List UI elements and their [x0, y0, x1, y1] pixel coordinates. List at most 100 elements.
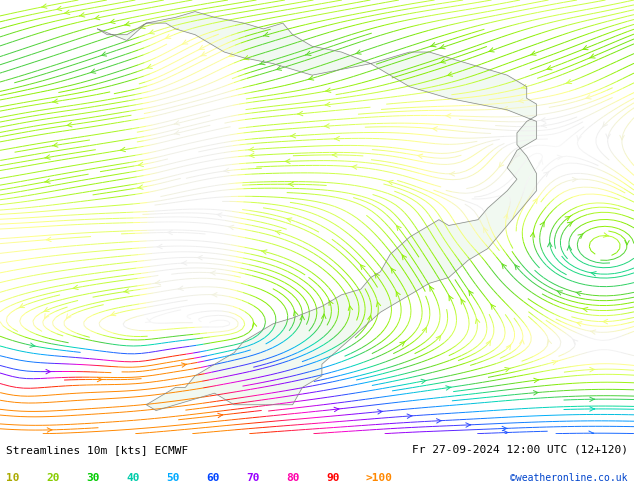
FancyArrowPatch shape	[360, 265, 365, 270]
FancyArrowPatch shape	[352, 165, 357, 169]
FancyArrowPatch shape	[348, 306, 353, 311]
FancyArrowPatch shape	[356, 50, 361, 54]
FancyArrowPatch shape	[396, 225, 401, 230]
FancyArrowPatch shape	[515, 152, 520, 157]
FancyArrowPatch shape	[499, 162, 503, 167]
FancyArrowPatch shape	[378, 410, 383, 414]
FancyArrowPatch shape	[288, 182, 294, 187]
Text: >100: >100	[366, 472, 393, 483]
FancyArrowPatch shape	[402, 255, 406, 260]
FancyArrowPatch shape	[407, 414, 412, 418]
FancyArrowPatch shape	[505, 368, 510, 372]
FancyArrowPatch shape	[534, 378, 539, 383]
FancyArrowPatch shape	[217, 213, 222, 217]
FancyArrowPatch shape	[565, 216, 571, 220]
FancyArrowPatch shape	[182, 40, 188, 44]
FancyArrowPatch shape	[447, 72, 453, 76]
Text: Streamlines 10m [kts] ECMWF: Streamlines 10m [kts] ECMWF	[6, 445, 188, 455]
FancyArrowPatch shape	[287, 218, 292, 222]
FancyArrowPatch shape	[199, 46, 204, 49]
FancyArrowPatch shape	[432, 127, 437, 131]
FancyArrowPatch shape	[308, 76, 314, 80]
Text: ©weatheronline.co.uk: ©weatheronline.co.uk	[510, 472, 628, 483]
Polygon shape	[98, 12, 536, 411]
FancyArrowPatch shape	[155, 280, 160, 285]
FancyArrowPatch shape	[436, 336, 441, 341]
FancyArrowPatch shape	[573, 177, 578, 182]
FancyArrowPatch shape	[368, 316, 372, 320]
FancyArrowPatch shape	[576, 322, 582, 326]
FancyArrowPatch shape	[503, 106, 508, 111]
FancyArrowPatch shape	[300, 316, 304, 320]
Text: 90: 90	[326, 472, 339, 483]
Text: 10: 10	[6, 472, 20, 483]
FancyArrowPatch shape	[147, 64, 152, 69]
FancyArrowPatch shape	[476, 318, 480, 323]
FancyArrowPatch shape	[557, 291, 562, 295]
FancyArrowPatch shape	[531, 51, 536, 55]
FancyArrowPatch shape	[201, 52, 207, 56]
FancyArrowPatch shape	[533, 199, 537, 204]
FancyArrowPatch shape	[90, 69, 96, 74]
FancyArrowPatch shape	[325, 124, 330, 128]
FancyArrowPatch shape	[591, 271, 596, 276]
FancyArrowPatch shape	[45, 179, 50, 183]
FancyArrowPatch shape	[388, 180, 393, 185]
FancyArrowPatch shape	[290, 133, 295, 138]
FancyArrowPatch shape	[326, 88, 331, 93]
FancyArrowPatch shape	[440, 59, 446, 63]
FancyArrowPatch shape	[486, 341, 491, 346]
FancyArrowPatch shape	[73, 285, 78, 290]
FancyArrowPatch shape	[547, 340, 552, 344]
FancyArrowPatch shape	[566, 79, 572, 84]
FancyArrowPatch shape	[491, 304, 496, 309]
FancyArrowPatch shape	[573, 340, 578, 344]
FancyArrowPatch shape	[298, 111, 303, 116]
FancyArrowPatch shape	[557, 155, 562, 160]
FancyArrowPatch shape	[504, 214, 508, 219]
FancyArrowPatch shape	[229, 52, 234, 56]
FancyArrowPatch shape	[624, 241, 629, 245]
FancyArrowPatch shape	[197, 255, 202, 260]
FancyArrowPatch shape	[139, 24, 145, 28]
FancyArrowPatch shape	[540, 118, 545, 122]
FancyArrowPatch shape	[53, 143, 58, 147]
FancyArrowPatch shape	[101, 52, 107, 56]
FancyArrowPatch shape	[252, 322, 257, 327]
FancyArrowPatch shape	[522, 84, 527, 89]
Text: 70: 70	[246, 472, 259, 483]
FancyArrowPatch shape	[94, 15, 100, 20]
FancyArrowPatch shape	[174, 121, 179, 125]
FancyArrowPatch shape	[46, 369, 51, 374]
FancyArrowPatch shape	[576, 292, 581, 295]
FancyArrowPatch shape	[469, 291, 473, 295]
FancyArrowPatch shape	[97, 377, 102, 382]
FancyArrowPatch shape	[533, 391, 538, 395]
FancyArrowPatch shape	[276, 66, 281, 71]
FancyArrowPatch shape	[375, 273, 379, 278]
FancyArrowPatch shape	[260, 61, 265, 65]
Text: 50: 50	[166, 472, 179, 483]
FancyArrowPatch shape	[30, 343, 35, 347]
FancyArrowPatch shape	[489, 48, 495, 52]
FancyArrowPatch shape	[446, 386, 451, 390]
FancyArrowPatch shape	[541, 123, 547, 127]
FancyArrowPatch shape	[276, 230, 281, 235]
FancyArrowPatch shape	[229, 225, 234, 230]
FancyArrowPatch shape	[519, 98, 524, 103]
FancyArrowPatch shape	[503, 430, 508, 435]
FancyArrowPatch shape	[586, 95, 591, 99]
FancyArrowPatch shape	[65, 10, 70, 15]
FancyArrowPatch shape	[264, 32, 269, 37]
Text: 40: 40	[126, 472, 139, 483]
FancyArrowPatch shape	[502, 264, 507, 269]
FancyArrowPatch shape	[507, 345, 511, 350]
FancyArrowPatch shape	[19, 304, 25, 308]
FancyArrowPatch shape	[334, 407, 339, 412]
FancyArrowPatch shape	[181, 363, 186, 367]
FancyArrowPatch shape	[178, 286, 183, 291]
FancyArrowPatch shape	[110, 19, 115, 24]
FancyArrowPatch shape	[590, 407, 595, 411]
FancyArrowPatch shape	[603, 122, 607, 126]
FancyArrowPatch shape	[590, 54, 595, 58]
